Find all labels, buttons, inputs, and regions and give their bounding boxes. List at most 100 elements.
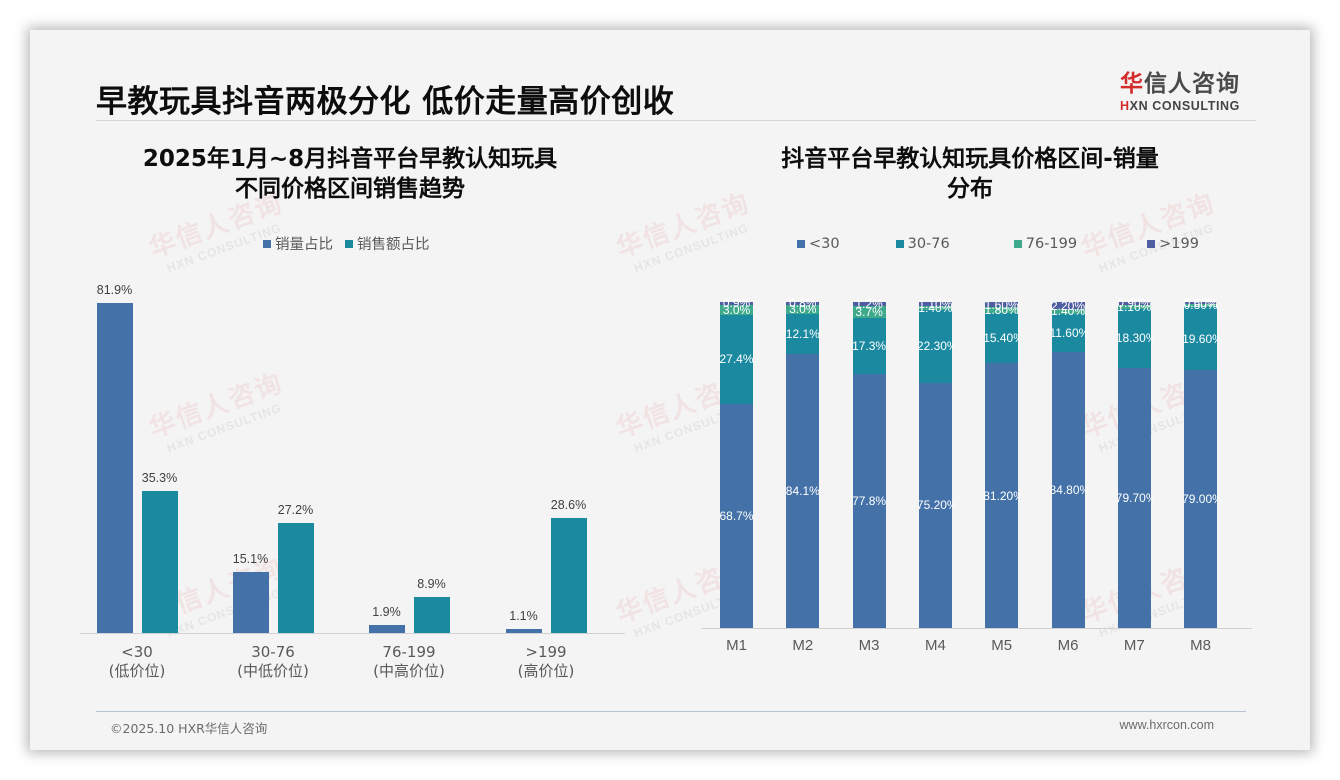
legend-swatch-icon bbox=[345, 239, 353, 248]
legend-swatch-icon bbox=[263, 239, 271, 248]
footer-divider bbox=[96, 711, 1246, 712]
segment-value-label: 2.20% bbox=[1050, 298, 1086, 313]
segment-value-label: 84.1% bbox=[785, 483, 820, 498]
logo-en-first-char: H bbox=[1120, 99, 1130, 113]
category-label: >199 (高价位) bbox=[481, 643, 611, 681]
category-range: 30-76 bbox=[251, 643, 295, 661]
stack-segment bbox=[1051, 313, 1085, 352]
segment-value-label: 3.0% bbox=[722, 302, 751, 317]
bar-volume bbox=[368, 625, 405, 633]
segment-value-label: 75.20% bbox=[916, 498, 954, 513]
logo-english: HXN CONSULTING bbox=[1120, 99, 1240, 113]
legend-label: >199 bbox=[1159, 236, 1199, 252]
stack-segment bbox=[985, 302, 1019, 308]
category-range: 76-199 bbox=[382, 643, 436, 661]
bar-value-label: 1.9% bbox=[372, 605, 401, 620]
month-label: M2 bbox=[792, 637, 814, 654]
legend-item-volume-share: 销量占比 bbox=[263, 233, 333, 254]
stack-segment bbox=[786, 353, 820, 628]
left-chart-title: 2025年1月~8月抖音平台早教认知玩具 不同价格区间销售趋势 bbox=[90, 144, 610, 204]
segment-value-label: 22.30% bbox=[916, 339, 954, 354]
left-chart-title-line1: 2025年1月~8月抖音平台早教认知玩具 bbox=[142, 146, 558, 172]
legend-item-revenue-share: 销售额占比 bbox=[345, 233, 430, 254]
stack-segment bbox=[1184, 303, 1218, 307]
segment-value-label: 77.8% bbox=[852, 494, 887, 509]
segment-value-label: 1.60% bbox=[984, 297, 1019, 312]
stack-segment bbox=[1117, 304, 1151, 309]
stack-segment bbox=[786, 302, 820, 305]
segment-value-label: 19.60% bbox=[1182, 331, 1220, 346]
stack-segment bbox=[720, 302, 753, 305]
segment-value-label: 0.90% bbox=[1117, 296, 1152, 311]
bar-volume bbox=[232, 572, 269, 633]
bar-value-label: 28.6% bbox=[550, 497, 587, 512]
footer-copyright: ©2025.10 HXR华信人咨询 bbox=[110, 721, 268, 736]
month-label: M3 bbox=[858, 637, 880, 654]
legend-label: 76-199 bbox=[1025, 236, 1078, 252]
month-label: M6 bbox=[1057, 637, 1079, 654]
right-chart-title: 抖音平台早教认知玩具价格区间-销量 分布 bbox=[720, 144, 1220, 204]
bar-value-label: 15.1% bbox=[232, 552, 269, 567]
stack-segment bbox=[720, 314, 753, 405]
legend-label: 销量占比 bbox=[275, 237, 333, 253]
month-label: M1 bbox=[726, 637, 747, 654]
right-chart-title-line1: 抖音平台早教认知玩具价格区间-销量 bbox=[781, 146, 1159, 172]
bar-value-label: 1.1% bbox=[509, 608, 538, 623]
segment-value-label: 0.8% bbox=[789, 296, 817, 311]
stack-segment bbox=[786, 304, 820, 315]
category-tier: (中高价位) bbox=[373, 662, 445, 680]
segment-value-label: 79.70% bbox=[1115, 491, 1153, 506]
bar-revenue bbox=[277, 523, 314, 633]
stack-segment bbox=[918, 305, 952, 311]
legend-swatch-icon bbox=[1147, 240, 1156, 248]
watermark-en: HXN CONSULTING bbox=[632, 220, 751, 276]
bar-volume bbox=[505, 628, 542, 633]
segment-value-label: 3.7% bbox=[855, 304, 883, 319]
segment-value-label: 12.1% bbox=[785, 327, 820, 342]
footer-website: www.hxrcon.com bbox=[1119, 718, 1214, 732]
stack-segment bbox=[1117, 302, 1151, 305]
stack-segment bbox=[1117, 308, 1151, 369]
legend-swatch-icon bbox=[1013, 240, 1022, 248]
bar-value-label: 27.2% bbox=[277, 503, 314, 518]
legend-item: 76-199 bbox=[1013, 236, 1078, 252]
category-tier: (低价位) bbox=[108, 662, 166, 680]
left-chart-legend: 销量占比 销售额占比 bbox=[263, 233, 430, 254]
stack-segment bbox=[918, 310, 952, 383]
watermark-cn: 华信人咨询 bbox=[145, 368, 288, 445]
bar-volume bbox=[96, 303, 133, 633]
category-tier: (高价位) bbox=[517, 662, 575, 680]
bar-revenue bbox=[141, 490, 178, 633]
category-range: >199 bbox=[525, 643, 567, 661]
brand-logo: 华信人咨询 HXN CONSULTING bbox=[1120, 64, 1240, 113]
segment-value-label: 1.2% bbox=[855, 296, 883, 311]
segment-value-label: 68.7% bbox=[719, 509, 754, 524]
legend-item: >199 bbox=[1147, 236, 1199, 252]
category-label: <30 (低价位) bbox=[72, 643, 202, 681]
stack-segment bbox=[1184, 302, 1218, 304]
left-x-axis bbox=[80, 633, 625, 634]
stack-segment bbox=[786, 314, 820, 354]
bar-revenue bbox=[413, 597, 450, 633]
month-label: M4 bbox=[924, 637, 946, 654]
category-tier: (中低价位) bbox=[237, 662, 309, 680]
month-label: M7 bbox=[1123, 637, 1145, 654]
left-chart-title-line2: 不同价格区间销售趋势 bbox=[235, 176, 465, 202]
bar-value-label: 81.9% bbox=[96, 283, 133, 297]
bar-value-label: 35.3% bbox=[141, 470, 178, 485]
stack-segment bbox=[985, 313, 1019, 364]
category-range: <30 bbox=[121, 643, 153, 661]
title-divider bbox=[96, 120, 1256, 121]
segment-value-label: 84.80% bbox=[1049, 482, 1087, 497]
stack-segment bbox=[918, 382, 952, 628]
legend-swatch-icon bbox=[895, 240, 904, 248]
category-label: 76-199 (中高价位) bbox=[344, 643, 474, 681]
logo-cn-first-char: 华 bbox=[1120, 71, 1144, 97]
stack-segment bbox=[985, 363, 1019, 628]
segment-value-label: 79.00% bbox=[1182, 492, 1220, 507]
stack-segment bbox=[985, 307, 1019, 314]
slide-title: 早教玩具抖音两极分化 低价走量高价创收 bbox=[96, 84, 675, 120]
logo-en-rest: XN CONSULTING bbox=[1129, 99, 1240, 113]
logo-cn-rest: 信人咨询 bbox=[1144, 71, 1240, 97]
